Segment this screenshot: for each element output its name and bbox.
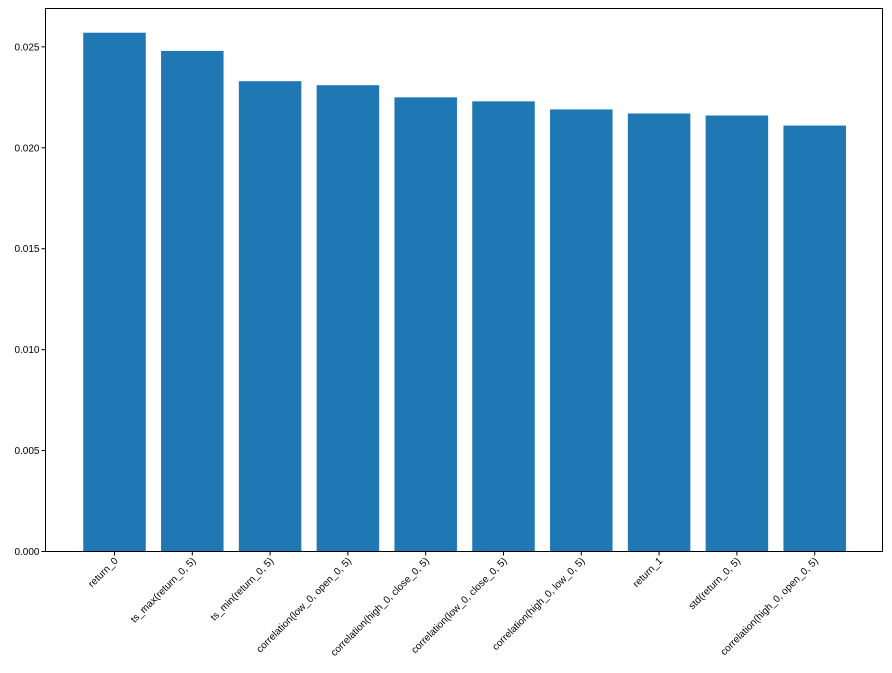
plot-frame (45, 8, 883, 552)
x-tick-label: return_0 (87, 556, 121, 590)
y-tick-label: 0.015 (14, 244, 39, 255)
bar-5 (394, 97, 457, 552)
y-tick-label: 0.010 (14, 345, 39, 356)
y-tick-label: 0.000 (14, 547, 39, 558)
bar-7 (550, 109, 613, 552)
x-tick-label: std(return_0, 5) (687, 556, 743, 612)
x-axis: return_0 ts_max(return_0, 5) ts_min(return… (87, 551, 821, 659)
y-tick-label: 0.025 (14, 42, 39, 53)
bar-10 (783, 125, 846, 552)
y-tick-label: 0.020 (14, 143, 39, 154)
x-tick-label: return_1 (631, 556, 665, 590)
bars-group (83, 32, 846, 552)
bar-8 (627, 113, 691, 552)
x-tick-label: ts_max(return_0, 5) (129, 556, 198, 625)
bar-3 (238, 81, 302, 552)
bar-1 (83, 32, 146, 552)
y-tick-label: 0.005 (14, 446, 39, 457)
bar-2 (161, 50, 224, 552)
bar-6 (472, 101, 535, 552)
x-tick-label: correlation(high_0, low_0, 5) (490, 556, 587, 653)
y-axis: 0.000 0.005 0.010 0.015 0.020 0.025 (14, 42, 46, 558)
bar-9 (705, 115, 769, 552)
x-tick-label: ts_min(return_0, 5) (209, 556, 277, 624)
bar-4 (316, 85, 380, 552)
